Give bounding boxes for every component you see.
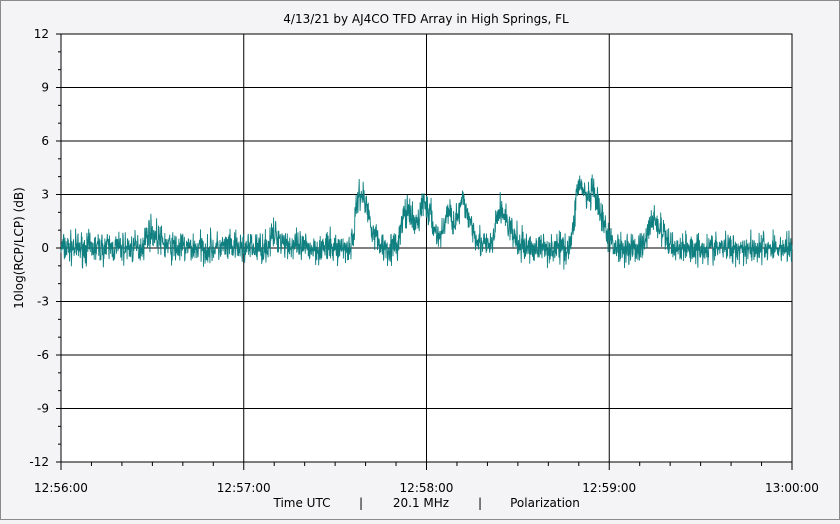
series-layer [60,174,793,270]
x-tick-label: 12:58:00 [400,481,454,495]
y-tick-label: -6 [37,348,49,362]
y-tick-label: -3 [37,295,49,309]
x-tick-label: 13:00:00 [765,481,819,495]
y-tick-label: -9 [37,402,49,416]
y-axis-ticks: 12 9 6 3 0 -3 -6 -9 -12 [29,27,61,469]
y-tick-label: 9 [41,81,49,95]
chart-title: 4/13/21 by AJ4CO TFD Array in High Sprin… [283,12,569,26]
series-line [60,174,793,270]
x-axis-label: Time UTC | 20.1 MHz | Polarization [273,496,580,510]
y-tick-label: 12 [34,27,49,41]
x-tick-label: 12:57:00 [217,481,271,495]
grid-lines [61,34,792,462]
x-axis-label-polarization: Polarization [510,496,580,510]
x-tick-label: 12:56:00 [34,481,88,495]
y-tick-label: 3 [41,188,49,202]
x-axis-label-time: Time UTC [273,496,331,510]
x-tick-label: 12:59:00 [582,481,636,495]
x-axis-ticks: 12:56:00 12:57:00 12:58:00 12:59:00 13:00:00 [34,462,819,495]
x-axis-label-separator-2: | [478,496,482,510]
x-axis-label-frequency: 20.1 MHz [393,496,449,510]
y-tick-label: 6 [41,134,49,148]
y-tick-label: -12 [29,455,49,469]
y-tick-label: 0 [41,241,49,255]
y-axis-label: 10log(RCP/LCP) (dB) [12,187,26,309]
x-axis-label-separator-1: | [359,496,363,510]
